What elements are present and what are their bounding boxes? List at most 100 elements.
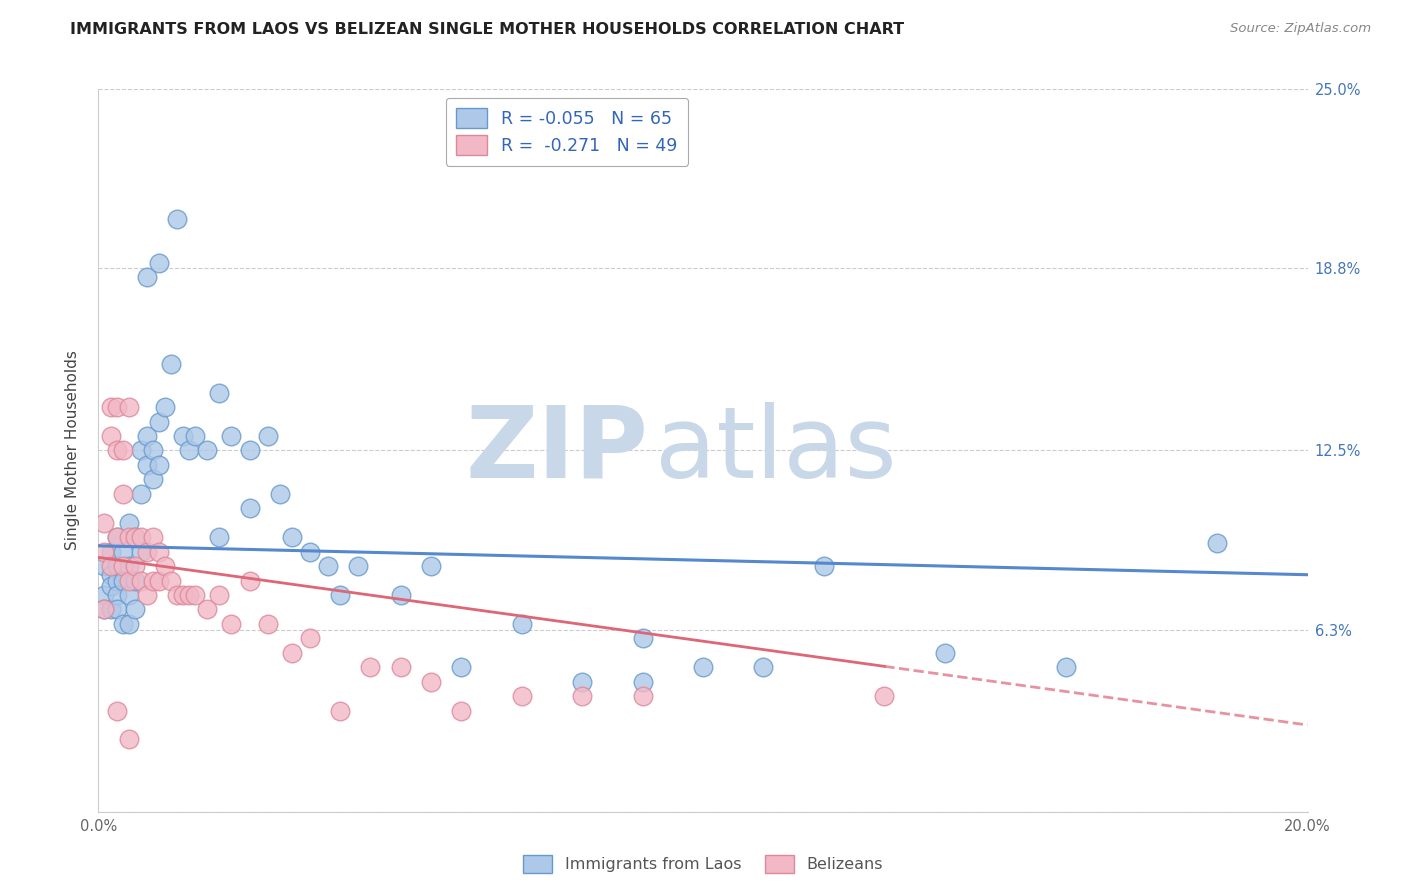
Point xyxy=(160,574,183,588)
Point xyxy=(450,660,472,674)
Point xyxy=(329,588,352,602)
Point xyxy=(135,458,157,472)
Point xyxy=(148,255,170,269)
Point xyxy=(129,443,152,458)
Point xyxy=(93,544,115,558)
Point xyxy=(389,660,412,674)
Point xyxy=(631,689,654,703)
Point xyxy=(100,559,122,574)
Point xyxy=(184,429,207,443)
Point xyxy=(111,544,134,558)
Point xyxy=(118,588,141,602)
Point xyxy=(153,400,176,414)
Point xyxy=(179,443,201,458)
Point xyxy=(135,270,157,285)
Point xyxy=(129,530,152,544)
Point xyxy=(111,443,134,458)
Point xyxy=(166,212,188,227)
Point xyxy=(142,574,165,588)
Point xyxy=(571,674,593,689)
Point xyxy=(752,660,775,674)
Point xyxy=(93,602,115,616)
Y-axis label: Single Mother Households: Single Mother Households xyxy=(65,351,80,550)
Point xyxy=(631,674,654,689)
Point xyxy=(93,588,115,602)
Point xyxy=(153,559,176,574)
Text: atlas: atlas xyxy=(655,402,896,499)
Point xyxy=(360,660,382,674)
Point xyxy=(142,443,165,458)
Point xyxy=(281,646,304,660)
Point xyxy=(347,559,370,574)
Legend: R = -0.055   N = 65, R =  -0.271   N = 49: R = -0.055 N = 65, R = -0.271 N = 49 xyxy=(446,98,688,166)
Point xyxy=(239,501,262,516)
Point xyxy=(105,530,128,544)
Point xyxy=(105,588,128,602)
Point xyxy=(299,544,322,558)
Point xyxy=(148,544,170,558)
Point xyxy=(420,674,443,689)
Point xyxy=(389,588,412,602)
Point xyxy=(100,400,122,414)
Point xyxy=(329,704,352,718)
Point xyxy=(571,689,593,703)
Point xyxy=(105,400,128,414)
Point xyxy=(93,559,115,574)
Point xyxy=(208,530,231,544)
Point xyxy=(105,530,128,544)
Point xyxy=(172,588,194,602)
Point xyxy=(221,429,243,443)
Point xyxy=(100,602,122,616)
Text: Source: ZipAtlas.com: Source: ZipAtlas.com xyxy=(1230,22,1371,36)
Point xyxy=(195,602,218,616)
Point xyxy=(135,429,157,443)
Point xyxy=(510,689,533,703)
Point xyxy=(100,544,122,558)
Point xyxy=(100,579,122,593)
Text: IMMIGRANTS FROM LAOS VS BELIZEAN SINGLE MOTHER HOUSEHOLDS CORRELATION CHART: IMMIGRANTS FROM LAOS VS BELIZEAN SINGLE … xyxy=(70,22,904,37)
Point xyxy=(111,616,134,631)
Point xyxy=(129,487,152,501)
Point xyxy=(179,588,201,602)
Point xyxy=(124,530,146,544)
Point xyxy=(118,516,141,530)
Point xyxy=(118,559,141,574)
Point xyxy=(105,704,128,718)
Point xyxy=(118,574,141,588)
Point xyxy=(135,544,157,558)
Point xyxy=(269,487,291,501)
Point xyxy=(239,443,262,458)
Point xyxy=(420,559,443,574)
Point xyxy=(111,487,134,501)
Point xyxy=(450,704,472,718)
Point xyxy=(129,574,152,588)
Point xyxy=(195,443,218,458)
Point xyxy=(873,689,896,703)
Point xyxy=(281,530,304,544)
Point xyxy=(124,602,146,616)
Point xyxy=(172,429,194,443)
Point xyxy=(160,357,183,371)
Point xyxy=(111,574,134,588)
Point xyxy=(118,732,141,747)
Point xyxy=(813,559,835,574)
Point xyxy=(105,602,128,616)
Point xyxy=(118,530,141,544)
Point xyxy=(148,574,170,588)
Point xyxy=(124,559,146,574)
Point xyxy=(100,429,122,443)
Point xyxy=(118,616,141,631)
Point xyxy=(692,660,714,674)
Point xyxy=(299,632,322,646)
Point xyxy=(184,588,207,602)
Point xyxy=(93,602,115,616)
Point xyxy=(105,574,128,588)
Point xyxy=(142,472,165,486)
Point xyxy=(1054,660,1077,674)
Point xyxy=(316,559,339,574)
Point xyxy=(148,458,170,472)
Point xyxy=(166,588,188,602)
Point xyxy=(93,516,115,530)
Point xyxy=(221,616,243,631)
Point xyxy=(208,588,231,602)
